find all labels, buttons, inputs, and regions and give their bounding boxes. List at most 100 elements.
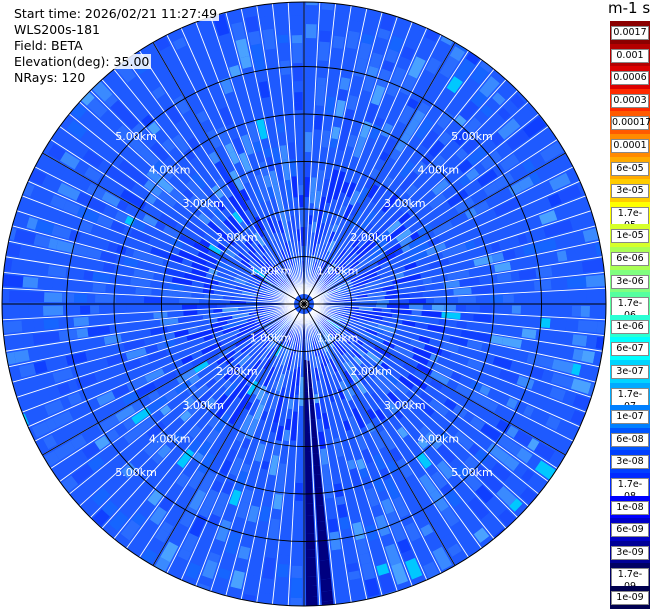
range-bin [278,251,285,262]
range-bin [18,245,39,260]
range-bin [562,440,573,454]
range-bin [343,370,354,384]
range-bin [246,229,260,246]
range-bin [337,455,349,476]
range-bin [468,443,481,456]
range-bin [146,168,161,183]
range-bin [523,200,545,217]
range-bin [234,161,246,178]
range-bin [551,305,572,317]
range-bin [28,305,44,317]
range-bin [508,442,522,456]
range-bin [341,528,352,538]
range-bin [160,45,179,67]
range-bin [348,319,364,327]
range-bin [316,520,327,531]
range-bin [370,430,386,450]
range-bin [407,498,422,515]
range-ring-label: 4.00km [149,164,191,177]
range-bin [520,215,543,232]
range-bin [265,440,274,453]
range-bin [291,265,297,276]
range-bin [206,77,220,93]
range-bin [212,299,231,304]
range-bin [508,316,521,326]
range-bin [399,160,416,179]
range-bin [258,81,270,99]
range-bin [140,312,154,321]
range-bin [547,193,562,207]
range-bin [313,386,318,395]
range-bin [450,521,472,545]
range-bin [363,374,378,390]
range-bin [43,141,54,154]
ray-gap [307,21,413,295]
range-bin [287,221,294,243]
range-bin [256,289,278,297]
range-bin [379,429,396,451]
range-bin [420,271,431,279]
range-bin [231,313,250,319]
range-bin [281,440,289,455]
range-bin [327,240,336,253]
range-bin [216,266,238,278]
range-bin [2,290,10,302]
range-bin [351,349,362,359]
range-bin [316,325,324,336]
range-bin [105,284,127,294]
range-bin [429,193,447,210]
range-bin [251,493,262,508]
range-bin [321,130,331,148]
range-bin [379,13,396,32]
range-bin [401,549,415,562]
range-bin [372,134,388,155]
range-bin [409,339,426,350]
range-bin [176,368,197,384]
range-bin [304,163,311,178]
range-bin [178,322,192,330]
range-bin [392,339,414,352]
range-bin [223,503,237,523]
ray-gap [50,139,296,299]
range-bin [166,83,182,101]
range-bin [520,305,539,315]
range-bin [357,318,368,324]
range-bin [450,221,472,237]
range-bin [581,350,596,364]
range-bin [525,228,546,243]
range-bin [214,160,231,182]
range-bin [489,294,503,303]
range-bin [441,506,460,527]
range-bin [313,465,321,475]
range-bin [304,227,308,247]
range-bin [272,380,279,390]
range-bin [444,423,459,437]
range-bin [299,195,304,208]
range-bin [70,490,85,505]
range-bin [433,297,446,304]
range-bin [309,404,316,420]
range-bin [509,259,522,270]
range-bin [250,94,260,106]
range-bin [533,279,552,291]
range-bin [318,278,335,292]
range-bin [179,506,197,528]
range-bin [280,325,290,339]
range-bin [318,335,328,353]
range-bin [305,119,313,133]
range-bin [256,419,266,433]
range-bin [226,317,245,324]
range-bin [435,522,451,539]
range-bin [425,464,438,477]
range-bin [129,195,147,210]
range-bin [305,5,318,25]
range-bin [479,305,492,313]
ray-gap [287,313,304,606]
range-bin [263,174,272,188]
range-bin [290,577,303,598]
range-bin [420,523,434,537]
range-bin [341,310,351,314]
range-bin [182,188,194,200]
range-bin [344,546,358,565]
ray-gap [59,309,297,482]
